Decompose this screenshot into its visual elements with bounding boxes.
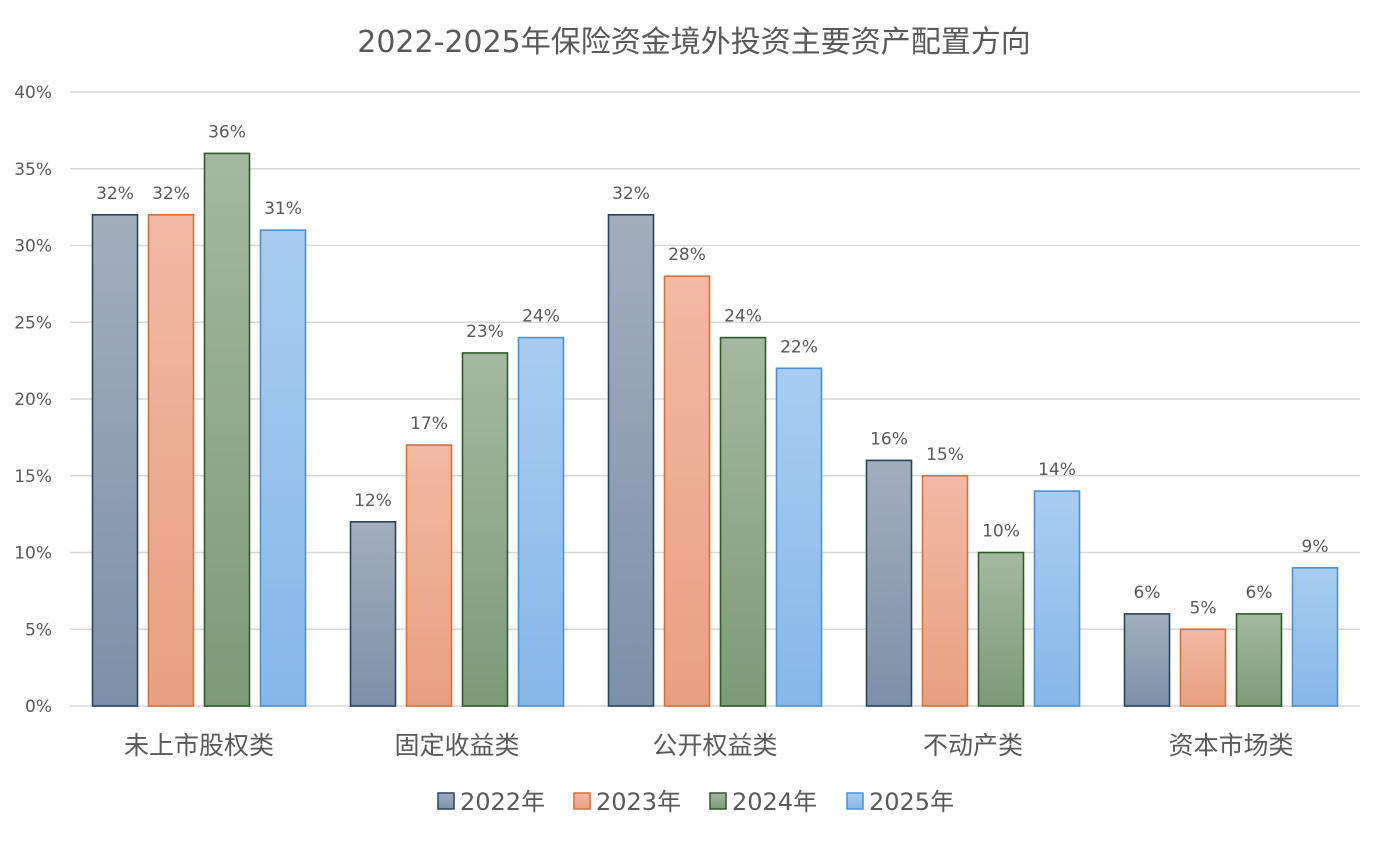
legend-swatch (437, 792, 455, 810)
legend-label: 2024年 (732, 788, 817, 816)
data-label: 22% (780, 337, 818, 357)
bar (349, 520, 397, 707)
y-tick-label: 15% (14, 467, 52, 487)
y-axis-ticks: 0% 5% 10% 15% 20% 25% 30% 35% 40% (14, 83, 52, 717)
data-label: 5% (1190, 598, 1217, 618)
bar (91, 214, 139, 707)
bar (517, 336, 565, 707)
x-tick-label: 公开权益类 (652, 731, 777, 760)
data-label: 14% (1038, 460, 1076, 480)
data-label: 9% (1302, 537, 1329, 557)
bar (1123, 613, 1171, 707)
data-label: 23% (466, 322, 504, 342)
legend-label: 2023年 (596, 788, 681, 816)
data-label: 17% (410, 414, 448, 434)
legend-swatch (846, 792, 864, 810)
data-label: 24% (522, 307, 560, 327)
bar (203, 152, 251, 707)
data-label: 24% (724, 307, 762, 327)
bar (405, 444, 453, 707)
x-tick-label: 不动产类 (923, 731, 1023, 760)
bar (977, 551, 1025, 707)
data-label: 32% (152, 184, 190, 204)
bar (1033, 490, 1081, 707)
x-tick-label: 资本市场类 (1168, 731, 1293, 760)
y-tick-label: 35% (14, 160, 52, 180)
bar (865, 459, 913, 707)
chart-title: 2022-2025年保险资金境外投资主要资产配置方向 (357, 25, 1031, 60)
bar (1291, 567, 1339, 707)
legend: 2022年 2023年 2024年 2025年 (437, 788, 954, 816)
y-tick-label: 25% (14, 313, 52, 333)
data-label: 6% (1246, 583, 1273, 603)
data-label: 32% (96, 184, 134, 204)
x-tick-label: 未上市股权类 (124, 731, 274, 760)
legend-label: 2025年 (869, 788, 954, 816)
data-label: 28% (668, 245, 706, 265)
y-tick-label: 0% (25, 697, 52, 717)
bar (719, 336, 767, 707)
bar (259, 229, 307, 707)
data-label: 15% (926, 445, 964, 465)
bars (91, 152, 1339, 707)
data-label: 10% (982, 522, 1020, 542)
bar (921, 474, 969, 707)
bar (607, 214, 655, 707)
legend-swatch (573, 792, 591, 810)
bar (461, 352, 509, 707)
bar (147, 214, 195, 707)
data-labels: 32% 32% 36% 31% 12% 17% 23% 24% 32% 28% 24% 22% 16% 1… (96, 122, 1328, 618)
y-tick-label: 5% (25, 620, 52, 640)
bar (663, 275, 711, 707)
bar (1179, 628, 1227, 707)
data-label: 16% (870, 429, 908, 449)
y-tick-label: 40% (14, 83, 52, 103)
x-tick-label: 固定收益类 (394, 731, 519, 760)
data-label: 36% (208, 122, 246, 142)
bar (775, 367, 823, 707)
y-tick-label: 10% (14, 544, 52, 564)
data-label: 32% (612, 184, 650, 204)
data-label: 6% (1134, 583, 1161, 603)
legend-label: 2022年 (460, 788, 545, 816)
data-label: 12% (354, 491, 392, 511)
x-axis-ticks: 未上市股权类 固定收益类 公开权益类 不动产类 资本市场类 (124, 731, 1294, 760)
bar (1235, 613, 1283, 707)
legend-swatch (709, 792, 727, 810)
data-label: 31% (264, 199, 302, 219)
y-tick-label: 30% (14, 237, 52, 257)
y-tick-label: 20% (14, 390, 52, 410)
